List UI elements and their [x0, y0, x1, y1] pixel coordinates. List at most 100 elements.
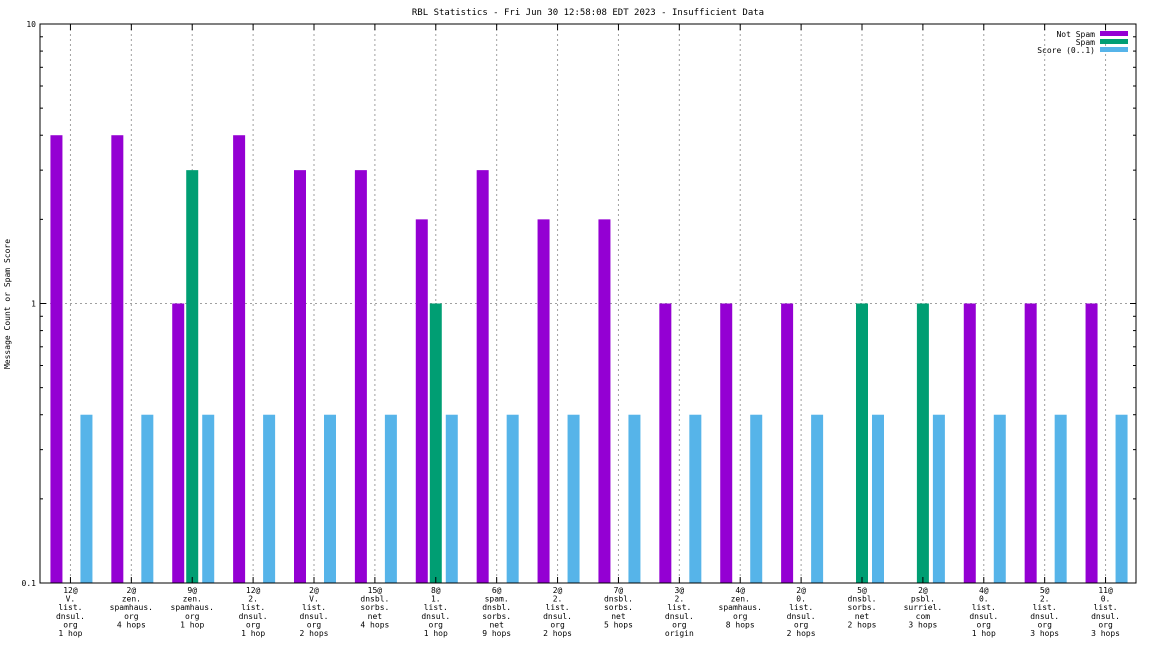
x-tick-label: 9 hops — [482, 629, 511, 638]
bars — [50, 135, 1128, 584]
x-tick-label: org — [550, 620, 565, 629]
bar-score-0-1 — [689, 414, 702, 583]
legend-swatch — [1100, 31, 1128, 36]
x-tick-label: origin — [665, 629, 694, 638]
bar-not-spam — [720, 303, 733, 583]
x-tick-label: dnsul. — [421, 612, 450, 621]
bar-score-0-1 — [263, 414, 276, 583]
bar-not-spam — [476, 170, 489, 584]
legend-label: Not Spam — [1056, 30, 1095, 39]
x-tick-label: 1 hop — [180, 620, 204, 629]
x-tick-label: 1 hop — [241, 629, 265, 638]
x-tick-label: dnsul. — [543, 612, 572, 621]
x-tick-label: 6@ — [492, 586, 502, 595]
x-tick-label: zen. — [183, 595, 202, 604]
x-tick-label: V. — [309, 595, 319, 604]
x-tick-label: 4 hops — [360, 620, 389, 629]
y-axis-label: Message Count or Spam Score — [3, 239, 12, 369]
x-tick-label: zen. — [731, 595, 750, 604]
x-tick-label: list. — [58, 603, 82, 612]
x-tick-label: psbl. — [911, 595, 935, 604]
x-tick-label: 7@ — [614, 586, 624, 595]
x-tick-label: dnsbl. — [482, 603, 511, 612]
x-tick-label: 2@ — [796, 586, 806, 595]
x-tick-label: list. — [241, 603, 265, 612]
bar-not-spam — [1085, 303, 1098, 583]
x-tick-label: 0. — [1101, 595, 1111, 604]
bar-not-spam — [659, 303, 672, 583]
x-tick-label: list. — [789, 603, 813, 612]
x-tick-label: 0. — [979, 595, 989, 604]
legend-label: Spam — [1076, 38, 1095, 47]
x-tick-label: zen. — [122, 595, 141, 604]
x-tick-label: org — [429, 620, 444, 629]
x-tick-label: list. — [302, 603, 326, 612]
bar-score-0-1 — [872, 414, 884, 583]
x-tick-label: net — [368, 612, 383, 621]
x-tick-label: sorbs. — [360, 603, 389, 612]
axis-ticks — [40, 23, 1136, 584]
x-tick-label: spamhaus. — [171, 603, 214, 612]
bar-spam — [856, 303, 868, 583]
legend-swatch — [1100, 39, 1128, 44]
x-tick-label: surriel. — [904, 603, 943, 612]
x-tick-label: 2@ — [309, 586, 319, 595]
bar-score-0-1 — [993, 414, 1006, 583]
bar-not-spam — [233, 135, 246, 583]
x-tick-label: dnsul. — [239, 612, 268, 621]
x-tick-label: 2. — [675, 595, 685, 604]
x-tick-label: list. — [972, 603, 996, 612]
x-tick-label: org — [185, 612, 200, 621]
bar-not-spam — [598, 219, 611, 583]
legend-label: Score (0..1) — [1037, 46, 1095, 55]
x-tick-label: 2@ — [918, 586, 928, 595]
bar-spam — [916, 303, 929, 583]
bar-not-spam — [50, 135, 63, 583]
x-tick-label: 9@ — [187, 586, 197, 595]
x-tick-label: 3@ — [675, 586, 685, 595]
x-tick-label: dnsul. — [56, 612, 85, 621]
bar-score-0-1 — [141, 414, 154, 583]
x-tick-label: org — [977, 620, 992, 629]
x-tick-label: 2 hops — [787, 629, 816, 638]
legend-swatch — [1100, 47, 1128, 52]
x-tick-label: list. — [546, 603, 570, 612]
bar-not-spam — [963, 303, 976, 583]
x-tick-label: dnsul. — [969, 612, 998, 621]
x-tick-label: 1. — [431, 595, 441, 604]
bar-score-0-1 — [567, 414, 580, 583]
bar-score-0-1 — [324, 414, 336, 583]
x-tick-label: org — [672, 620, 687, 629]
x-tick-label: 11@ — [1098, 586, 1113, 595]
x-tick-label: 3 hops — [1091, 629, 1120, 638]
x-tick-label: list. — [1033, 603, 1057, 612]
x-tick-label: 2. — [248, 595, 258, 604]
bar-not-spam — [1024, 303, 1037, 583]
x-tick-label: 15@ — [368, 586, 383, 595]
bar-not-spam — [537, 219, 550, 583]
x-tick-label: 1 hop — [424, 629, 448, 638]
x-tick-label: list. — [667, 603, 691, 612]
x-tick-label: 12@ — [246, 586, 261, 595]
bar-not-spam — [294, 170, 306, 584]
bar-not-spam — [781, 303, 794, 583]
x-tick-label: org — [1037, 620, 1052, 629]
bar-not-spam — [111, 135, 124, 583]
x-tick-label: 5 hops — [604, 620, 633, 629]
x-tick-label: 8 hops — [726, 620, 755, 629]
bar-not-spam — [172, 303, 185, 583]
x-tick-label: 8@ — [431, 586, 441, 595]
x-tick-label: net — [489, 620, 504, 629]
x-tick-label: sorbs. — [848, 603, 877, 612]
x-tick-label: dnsbl. — [848, 595, 877, 604]
x-tick-label: 4@ — [979, 586, 989, 595]
bar-not-spam — [415, 219, 428, 583]
chart-title: RBL Statistics - Fri Jun 30 12:58:08 EDT… — [412, 8, 764, 18]
x-tick-label: 5@ — [1040, 586, 1050, 595]
x-tick-label: sorbs. — [604, 603, 633, 612]
x-tick-label: 4 hops — [117, 620, 146, 629]
x-tick-label: 0. — [796, 595, 806, 604]
x-tick-label: org — [124, 612, 139, 621]
